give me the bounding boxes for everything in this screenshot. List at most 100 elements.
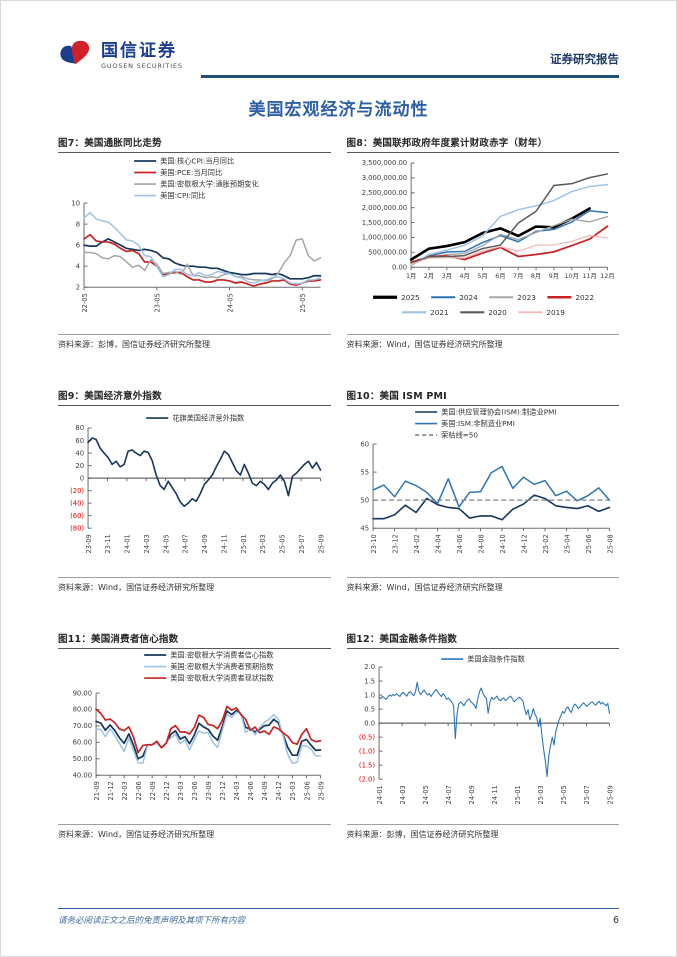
svg-text:(0.5): (0.5): [358, 733, 374, 741]
svg-text:2021: 2021: [430, 307, 449, 316]
svg-text:22-12: 22-12: [163, 781, 171, 800]
svg-text:21-09: 21-09: [93, 781, 101, 800]
svg-text:8: 8: [76, 220, 80, 228]
svg-text:24-06: 24-06: [455, 534, 463, 553]
page-number: 6: [612, 915, 619, 926]
svg-text:25-02: 25-02: [541, 534, 549, 553]
svg-text:美国:密歇根大学消费者信心指数: 美国:密歇根大学消费者信心指数: [170, 651, 273, 660]
figure-caption: 图9：美国经济意外指数: [58, 388, 331, 406]
figures-grid: 图7：美国通胀同比走势 2 4 6 8 10 22-05 23-05 24-05 25-05 美国…: [1, 135, 676, 879]
svg-text:2020: 2020: [488, 307, 507, 316]
consumer-confidence-chart: 40.00 50.00 60.00 70.00 80.00 90.00 21-09 21-12…: [58, 651, 331, 823]
svg-text:500,000.00: 500,000.00: [368, 248, 407, 256]
figure-source: 资料来源：Wind，国信证券经济研究所整理: [346, 577, 619, 593]
figure-ism-pmi: 图10：美国 ISM PMI 45 50 55 60 23-10 23-12 24-02 24…: [346, 388, 620, 593]
svg-text:24-01: 24-01: [124, 534, 132, 553]
svg-text:40: 40: [75, 449, 84, 457]
svg-text:24-03: 24-03: [143, 534, 151, 553]
svg-text:9月: 9月: [548, 272, 558, 280]
svg-text:美国:密歇根大学消费者预期指数: 美国:密歇根大学消费者预期指数: [170, 662, 273, 671]
svg-text:4: 4: [76, 262, 80, 270]
svg-text:50.00: 50.00: [73, 755, 92, 763]
svg-text:22-03: 22-03: [121, 781, 129, 800]
svg-text:25-09: 25-09: [606, 785, 614, 804]
svg-text:23-09: 23-09: [205, 781, 213, 800]
svg-text:2月: 2月: [423, 272, 433, 280]
svg-text:10: 10: [71, 199, 80, 207]
svg-text:22-06: 22-06: [135, 781, 143, 800]
figure-consumer-confidence: 图11：美国消费者信心指数 40.00 50.00 60.00 70.00 80.00 9…: [58, 631, 331, 840]
svg-text:24-07: 24-07: [444, 785, 452, 804]
svg-text:美国:密歇根大学:通胀预期变化: 美国:密歇根大学:通胀预期变化: [160, 179, 259, 188]
figure-source: 资料来源：Wind，国信证券经济研究所整理: [346, 333, 619, 350]
svg-text:23-12: 23-12: [219, 781, 227, 800]
figure-us-inflation: 图7：美国通胀同比走势 2 4 6 8 10 22-05 23-05 24-05 25-05 美国…: [58, 135, 331, 350]
economic-surprise-chart: (80) (60) (40) (20) 0 20 40 60 80 23-09 23-11 24-01…: [58, 408, 331, 576]
financial-conditions-chart: (2.0) (1.5) (1.0) (0.5) 0.0 0.5 1.0 1.5 2.0 24-01…: [347, 651, 620, 823]
svg-text:24-09: 24-09: [468, 785, 476, 804]
svg-text:3月: 3月: [441, 272, 451, 280]
svg-text:5月: 5月: [477, 272, 487, 280]
svg-text:花旗美国经济意外指数: 花旗美国经济意外指数: [172, 413, 244, 422]
svg-text:6: 6: [76, 241, 80, 249]
svg-text:2,500,000.00: 2,500,000.00: [361, 188, 406, 196]
svg-text:2024: 2024: [459, 292, 478, 301]
svg-text:24-05: 24-05: [421, 785, 429, 804]
figure-caption: 图11：美国消费者信心指数: [58, 631, 331, 650]
svg-text:25-03: 25-03: [289, 781, 297, 800]
svg-text:70.00: 70.00: [73, 722, 92, 730]
svg-text:2.0: 2.0: [364, 663, 375, 671]
ism-pmi-chart: 45 50 55 60 23-10 23-12 24-02 24-04 24-06 24-08 24…: [347, 408, 620, 576]
report-type-label: 证券研究报告: [550, 52, 619, 66]
guosen-logo-icon: [58, 39, 94, 74]
svg-text:24-09: 24-09: [201, 534, 209, 553]
figure-source: 资料来源：Wind，国信证券经济研究所整理: [58, 577, 331, 593]
svg-text:(1.0): (1.0): [358, 747, 374, 755]
svg-text:24-10: 24-10: [498, 534, 506, 553]
svg-text:(2.0): (2.0): [358, 776, 374, 784]
svg-text:美国:供应管理协会(ISM):制造业PMI: 美国:供应管理协会(ISM):制造业PMI: [441, 408, 556, 417]
brand-name-en: GUOSEN SECURITIES: [101, 61, 183, 70]
svg-text:25-05: 25-05: [279, 534, 287, 553]
svg-text:2,000,000.00: 2,000,000.00: [361, 203, 406, 211]
svg-text:24-02: 24-02: [412, 534, 420, 553]
svg-text:10月: 10月: [564, 272, 578, 280]
svg-text:0.00: 0.00: [391, 263, 406, 271]
svg-text:25-09: 25-09: [317, 781, 325, 800]
svg-text:0.5: 0.5: [364, 705, 375, 713]
svg-text:24-11: 24-11: [491, 785, 499, 804]
figure-fiscal-deficit: 图8：美国联邦政府年度累计财政赤字（财年） 0.00 500,000.00 1,00…: [346, 135, 619, 350]
svg-text:7月: 7月: [513, 272, 523, 280]
svg-text:荣枯线=50: 荣枯线=50: [441, 430, 478, 439]
svg-text:24-09: 24-09: [261, 781, 269, 800]
guosen-logo: 国信证券 GUOSEN SECURITIES: [58, 39, 183, 74]
svg-text:24-05: 24-05: [162, 534, 170, 553]
figure-source: 资料来源：Wind，国信证券经济研究所整理: [58, 824, 331, 840]
svg-text:40.00: 40.00: [73, 772, 92, 780]
svg-text:3,000,000.00: 3,000,000.00: [361, 174, 406, 182]
svg-text:美国:核心CPI:当月同比: 美国:核心CPI:当月同比: [160, 156, 234, 165]
svg-text:(40): (40): [70, 499, 84, 507]
svg-text:25-08: 25-08: [606, 534, 614, 553]
svg-text:24-03: 24-03: [233, 781, 241, 800]
figure-source: 资料来源：彭博，国信证券经济研究所整理: [346, 824, 619, 840]
svg-text:4月: 4月: [459, 272, 469, 280]
svg-text:25-01: 25-01: [514, 785, 522, 804]
disclaimer-text: 请务必阅读正文之后的免责声明及其项下所有内容: [58, 916, 246, 926]
svg-text:1,500,000.00: 1,500,000.00: [361, 218, 406, 226]
svg-text:25-06: 25-06: [303, 781, 311, 800]
svg-text:美国:CPI:同比: 美国:CPI:同比: [160, 191, 205, 200]
svg-text:24-06: 24-06: [247, 781, 255, 800]
page-title: 美国宏观经济与流动性: [248, 99, 429, 120]
figure-source: 资料来源：彭博，国信证券经济研究所整理: [58, 333, 331, 350]
figure-caption: 图8：美国联邦政府年度累计财政赤字（财年）: [346, 135, 619, 153]
svg-text:25-03: 25-03: [537, 785, 545, 804]
brand-name-cn: 国信证券: [101, 41, 177, 62]
figure-caption: 图7：美国通胀同比走势: [58, 135, 331, 153]
svg-text:80.00: 80.00: [73, 706, 92, 714]
svg-text:25-06: 25-06: [584, 534, 592, 553]
svg-text:24-05: 24-05: [226, 293, 234, 312]
svg-text:12月: 12月: [600, 272, 614, 280]
svg-text:60: 60: [75, 437, 84, 445]
svg-text:25-09: 25-09: [317, 534, 325, 553]
